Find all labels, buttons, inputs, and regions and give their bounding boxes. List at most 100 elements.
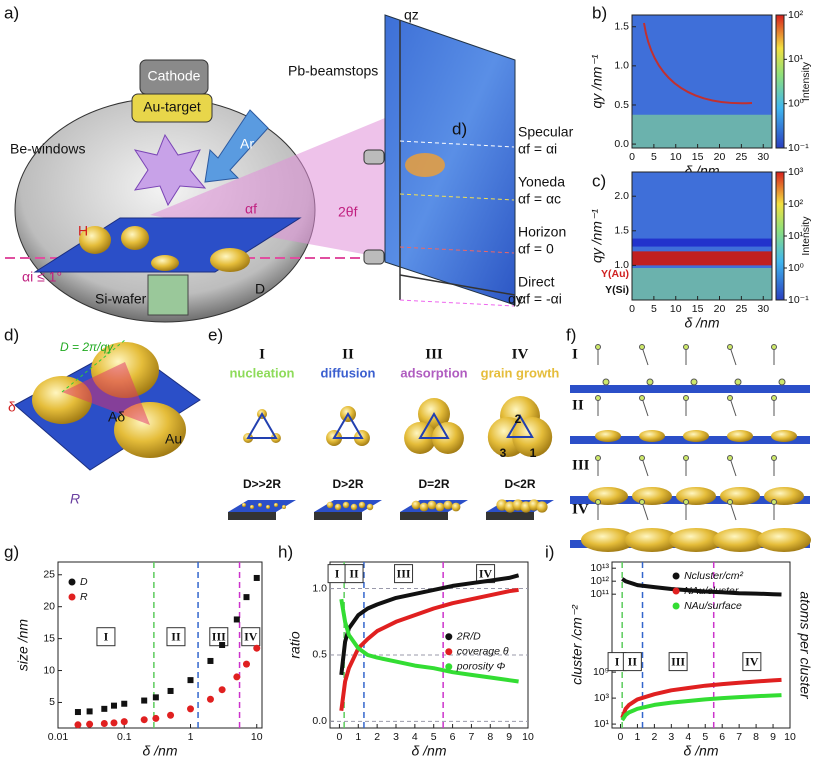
x-axis-label: δ /nm xyxy=(411,743,446,759)
x-tick-label: 7 xyxy=(736,731,742,743)
x-tick-label: 0 xyxy=(629,303,635,315)
stage-condition: D<2R xyxy=(504,477,535,491)
plot-frame xyxy=(611,561,791,729)
legend-marker xyxy=(68,593,76,601)
island xyxy=(625,528,679,552)
legend-label: D xyxy=(80,576,88,588)
y-tick-label: 10 xyxy=(43,664,55,676)
area xyxy=(62,362,150,425)
atom xyxy=(639,344,645,350)
region-box xyxy=(742,652,762,672)
stage-process: nucleation xyxy=(229,365,294,380)
island xyxy=(581,528,635,552)
colorbar-tick-label: 10² xyxy=(788,9,804,21)
atom xyxy=(683,395,689,401)
point xyxy=(86,708,93,715)
x-tick-label: 25 xyxy=(736,151,748,163)
peak xyxy=(405,153,445,177)
x-tick-label: 6 xyxy=(719,731,725,743)
legend-label: NAu/surface xyxy=(684,600,742,612)
label: Au-target xyxy=(143,99,201,115)
guide xyxy=(61,339,126,393)
cluster-number: 3 xyxy=(500,446,507,460)
film-base xyxy=(314,512,362,520)
atom xyxy=(639,455,645,461)
x-tick-label: 10 xyxy=(251,731,263,743)
label: H xyxy=(78,223,88,239)
label: Si-wafer xyxy=(95,291,147,307)
grain xyxy=(334,503,342,511)
x-tick-label: 10 xyxy=(784,731,796,743)
arrow xyxy=(641,457,649,477)
y-tick-label: 2.0 xyxy=(614,190,629,202)
region-label: II xyxy=(628,654,638,668)
atom xyxy=(683,455,689,461)
point xyxy=(120,718,128,726)
nucleus xyxy=(602,378,610,386)
legend-marker xyxy=(445,633,453,641)
x-tick-label: 8 xyxy=(753,731,759,743)
substrate xyxy=(570,385,810,393)
y-tick-label: 1.0 xyxy=(312,582,327,594)
label: Si xyxy=(112,457,124,473)
point xyxy=(74,721,82,729)
legend-marker xyxy=(672,602,680,610)
step-numeral: III xyxy=(572,457,590,473)
cluster-number: 2 xyxy=(515,412,522,426)
y-tick-label: 1.0 xyxy=(614,259,629,271)
label: D = 2π/qy xyxy=(60,340,114,354)
x-axis-label: δ /nm xyxy=(142,743,177,759)
panel-a: a) Cathode Au-target Ar Be-windows Pb-be… xyxy=(4,3,574,323)
plot-frame xyxy=(631,171,773,301)
x-tick-label: 2 xyxy=(651,731,657,743)
grain xyxy=(366,503,374,511)
island xyxy=(771,430,797,442)
cluster xyxy=(79,226,111,254)
arrow xyxy=(729,501,737,521)
atom xyxy=(727,499,733,505)
atom xyxy=(727,395,733,401)
grain xyxy=(536,501,548,513)
atom xyxy=(595,395,601,401)
colorbar xyxy=(775,171,785,301)
x-tick-label: 15 xyxy=(692,303,704,315)
beam-line xyxy=(399,193,515,201)
colorbar-label: Intensity xyxy=(800,216,812,256)
region-box xyxy=(96,627,116,647)
label: δ xyxy=(8,399,16,415)
legend-marker xyxy=(672,572,680,580)
beamstop xyxy=(363,249,385,265)
arrow xyxy=(729,346,737,366)
y-tick-label: 10¹³ xyxy=(590,562,609,574)
x-tick-label: 0.01 xyxy=(48,731,69,743)
island xyxy=(757,528,811,552)
cluster xyxy=(151,255,179,271)
region-label: I xyxy=(104,629,109,643)
x-tick-label: 1 xyxy=(635,731,641,743)
grain xyxy=(342,501,350,509)
film-base xyxy=(486,512,534,520)
stage-process: diffusion xyxy=(321,365,376,380)
atom xyxy=(639,499,645,505)
region-box xyxy=(622,652,642,672)
y2-axis-label: atoms per cluster xyxy=(797,591,813,700)
point xyxy=(253,644,261,652)
triangle xyxy=(418,412,450,439)
point xyxy=(110,702,117,709)
legend-marker xyxy=(445,663,453,671)
y-tick-label: 25 xyxy=(43,569,55,581)
grain xyxy=(250,505,254,509)
panel-label: i) xyxy=(545,542,554,561)
y-tick-label: 10¹ xyxy=(594,718,610,730)
grain xyxy=(266,505,270,509)
panel-label: c) xyxy=(592,171,606,190)
x-tick-label: 0.1 xyxy=(117,731,132,743)
series-line xyxy=(620,693,782,722)
label: qz xyxy=(404,7,419,23)
x-tick-label: 3 xyxy=(393,731,399,743)
cluster xyxy=(210,248,250,272)
region-label: III xyxy=(397,566,411,580)
